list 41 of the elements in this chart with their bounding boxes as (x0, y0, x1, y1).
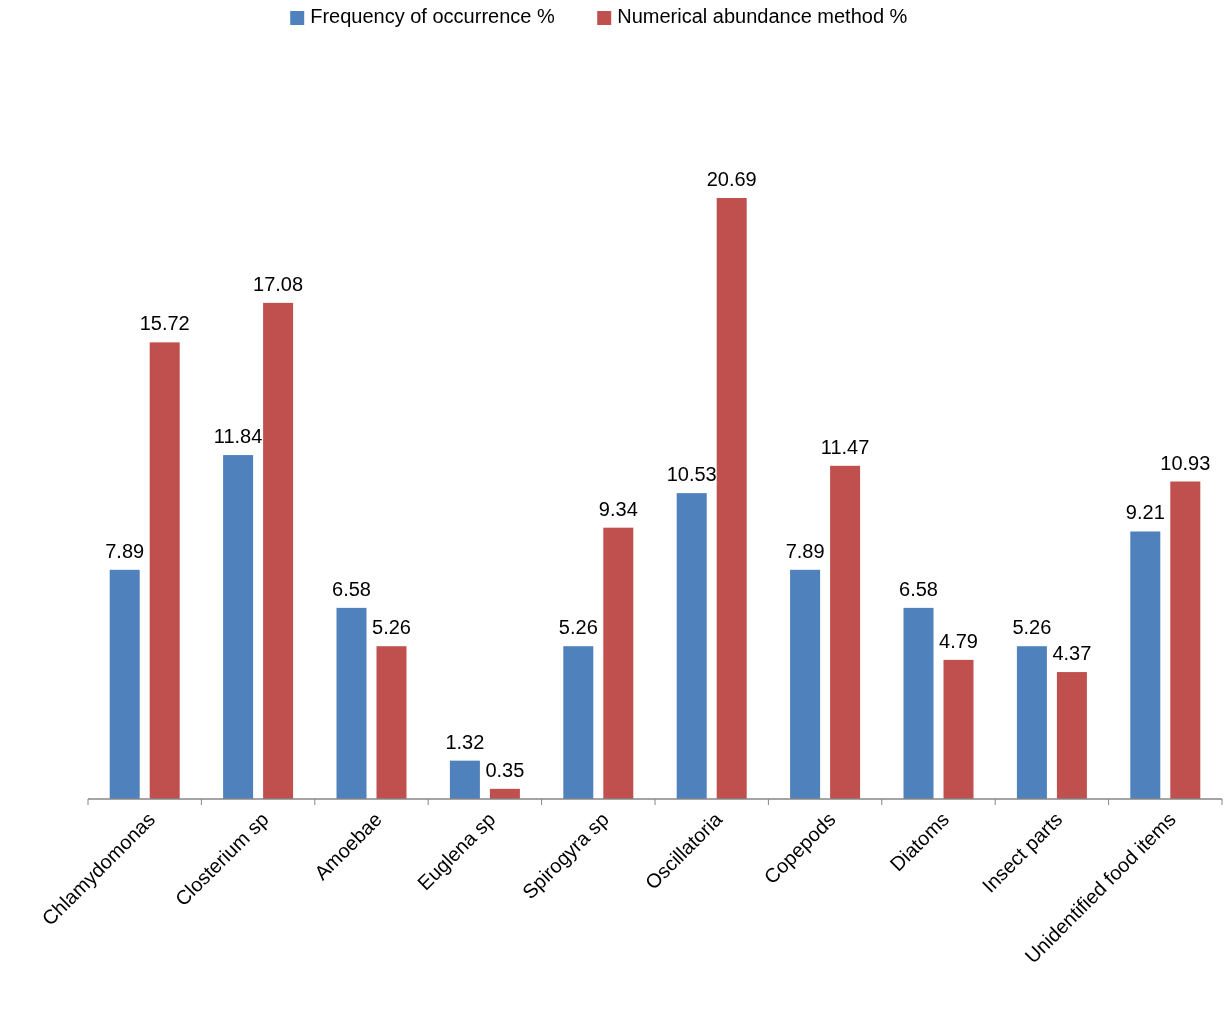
bar (336, 607, 367, 799)
data-label: 4.37 (1052, 642, 1092, 665)
bar (903, 607, 934, 799)
data-label: 7.89 (785, 539, 825, 562)
bar (376, 646, 407, 799)
bar (109, 569, 140, 799)
data-label: 10.93 (1160, 451, 1211, 474)
bar (223, 455, 254, 799)
bar (790, 569, 821, 799)
bar (263, 302, 294, 799)
data-label: 15.72 (139, 312, 190, 335)
bar (830, 465, 861, 799)
data-label: 11.47 (820, 435, 870, 458)
data-label: 20.69 (706, 168, 757, 190)
data-label: 7.89 (105, 539, 145, 562)
data-label: 5.26 (372, 616, 411, 639)
bar (603, 527, 634, 799)
data-label: 0.35 (485, 758, 525, 781)
data-label: 5.26 (558, 616, 598, 639)
bar (1056, 672, 1087, 799)
legend-label: Numerical abundance method % (617, 5, 908, 28)
data-label: 17.08 (253, 272, 304, 295)
bar (1170, 481, 1201, 799)
data-label: 6.58 (332, 577, 371, 600)
bar (676, 493, 707, 799)
bar (149, 342, 180, 799)
data-label: 6.58 (899, 577, 938, 600)
bar (563, 646, 594, 799)
data-label: 9.21 (1125, 501, 1165, 524)
data-label: 1.32 (445, 730, 485, 753)
bar (943, 659, 974, 799)
bar (1130, 531, 1161, 799)
data-label: 11.84 (213, 425, 263, 448)
data-label: 9.34 (598, 497, 638, 520)
bar (716, 198, 747, 799)
bar (449, 760, 480, 799)
data-label: 5.26 (1012, 616, 1052, 639)
data-label: 4.79 (939, 629, 978, 652)
legend-label: Frequency of occurrence % (310, 5, 555, 28)
bar (1016, 646, 1047, 799)
data-label: 10.53 (666, 463, 717, 486)
